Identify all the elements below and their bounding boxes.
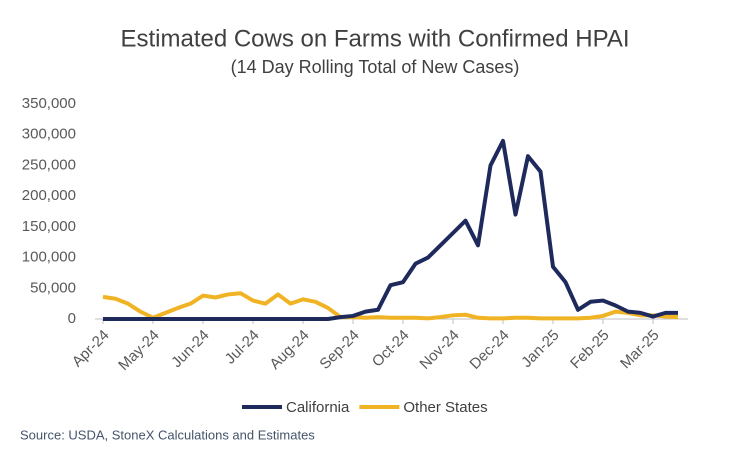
chart-title: Estimated Cows on Farms with Confirmed H…	[120, 25, 629, 52]
x-tick-label: Nov-24	[416, 327, 462, 373]
x-tick-label: Jun-24	[168, 327, 212, 371]
x-tick-label: Jul-24	[222, 327, 263, 368]
x-tick-label: May-24	[115, 327, 162, 374]
legend-label: California	[286, 399, 350, 416]
y-tick-label: 200,000	[22, 187, 76, 204]
y-tick-label: 50,000	[30, 279, 76, 296]
x-tick-label: Dec-24	[466, 327, 512, 373]
y-tick-label: 0	[68, 310, 76, 327]
x-tick-label: Feb-25	[567, 327, 613, 373]
x-tick-label: Apr-24	[69, 327, 113, 371]
x-tick-label: Oct-24	[369, 327, 413, 371]
y-tick-label: 100,000	[22, 249, 76, 266]
x-tick-label: Aug-24	[266, 327, 312, 373]
source-note: Source: USDA, StoneX Calculations and Es…	[20, 427, 315, 442]
x-tick-label: Jan-25	[518, 327, 562, 371]
series-line	[103, 138, 678, 321]
x-tick-label: Sep-24	[316, 327, 362, 373]
y-tick-label: 350,000	[22, 95, 76, 112]
chart-subtitle: (14 Day Rolling Total of New Cases)	[231, 57, 520, 77]
x-tick-label: Mar-25	[617, 327, 663, 373]
series-line	[102, 291, 679, 321]
y-tick-label: 300,000	[22, 126, 76, 143]
y-tick-label: 250,000	[22, 156, 76, 173]
legend-label: Other States	[403, 399, 487, 416]
y-tick-label: 150,000	[22, 218, 76, 235]
